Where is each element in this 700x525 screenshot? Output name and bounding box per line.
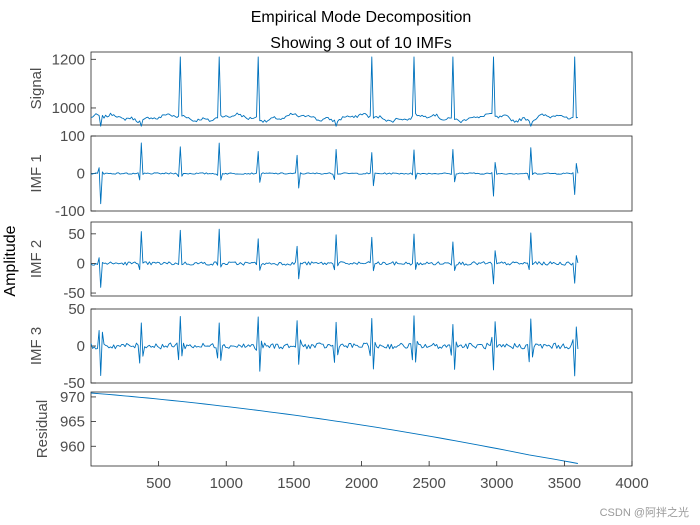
ytick-label: -50 [63, 285, 85, 302]
series-line-signal [90, 56, 579, 127]
xtick-label: 1500 [277, 475, 310, 492]
ytick-label: -100 [55, 203, 85, 220]
x-axis-ticks: 500 1000 1500 2000 2500 3000 3500 4000 [146, 461, 649, 492]
ytick-label: 0 [77, 166, 85, 183]
panel-imf1: -100 0 100 IMF 1 [28, 128, 633, 220]
watermark: CSDN @阿拌之光 [600, 505, 689, 519]
axes-box-residual [90, 391, 633, 467]
series-line-imf3 [90, 315, 579, 377]
ytick-label: 50 [68, 301, 85, 318]
series-line-imf1 [90, 142, 579, 205]
ytick-label: 960 [60, 438, 85, 455]
axes-box-signal [90, 51, 633, 126]
ylabel-imf3: IMF 3 [28, 327, 45, 365]
panel-imf2: -50 0 50 IMF 2 [28, 221, 633, 302]
panel-residual: 960 965 970 Residual [34, 389, 633, 467]
axes-box-imf2 [90, 221, 633, 297]
xtick-label: 2500 [412, 475, 445, 492]
xtick-label: 4000 [615, 475, 648, 492]
ytick-label: 100 [60, 128, 85, 145]
ylabel-imf2: IMF 2 [28, 240, 45, 278]
xtick-label: 3000 [480, 475, 513, 492]
ytick-label: 965 [60, 414, 85, 431]
ylabel-imf1: IMF 1 [28, 154, 45, 192]
ytick-label: 1200 [52, 51, 85, 68]
series-line-residual [90, 392, 578, 464]
ytick-label: -50 [63, 375, 85, 392]
xtick-label: 3500 [548, 475, 581, 492]
xtick-label: 2000 [345, 475, 378, 492]
ytick-label: 50 [68, 226, 85, 243]
chart-title: Empirical Mode Decomposition [251, 9, 472, 26]
ytick-label: 0 [77, 338, 85, 355]
ytick-label: 1000 [52, 100, 85, 117]
xtick-label: 500 [146, 475, 171, 492]
amplitude-label: Amplitude [2, 225, 19, 296]
ylabel-residual: Residual [34, 400, 51, 458]
ylabel-signal: Signal [28, 68, 45, 110]
ytick-label: 0 [77, 255, 85, 272]
ytick-label: 970 [60, 389, 85, 406]
chart-subtitle: Showing 3 out of 10 IMFs [270, 35, 451, 52]
panel-signal: 1000 1200 Signal [28, 51, 633, 127]
xtick-label: 1000 [210, 475, 243, 492]
panel-imf3: -50 0 50 IMF 3 [28, 301, 633, 392]
series-line-imf2 [90, 228, 579, 288]
